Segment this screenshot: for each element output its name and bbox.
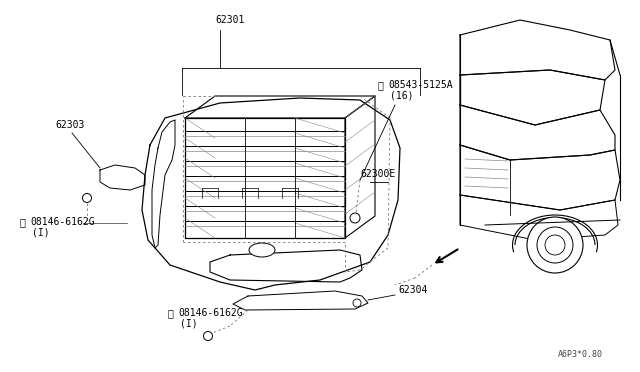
Text: 08146-6162G: 08146-6162G xyxy=(30,217,95,227)
Text: (I): (I) xyxy=(180,318,198,328)
Circle shape xyxy=(204,331,212,340)
Circle shape xyxy=(527,217,583,273)
Circle shape xyxy=(350,213,360,223)
Text: Ⓑ: Ⓑ xyxy=(20,217,26,227)
Text: 62300E: 62300E xyxy=(360,169,396,179)
Text: 62303: 62303 xyxy=(55,120,84,130)
Ellipse shape xyxy=(249,243,275,257)
Text: 08146-6162G: 08146-6162G xyxy=(178,308,243,318)
Text: 62301: 62301 xyxy=(215,15,244,25)
Circle shape xyxy=(353,299,361,307)
Text: 62304: 62304 xyxy=(398,285,428,295)
Text: A6P3*0.80: A6P3*0.80 xyxy=(558,350,603,359)
Text: Ⓢ: Ⓢ xyxy=(378,80,384,90)
Text: Ⓑ: Ⓑ xyxy=(168,308,174,318)
Circle shape xyxy=(545,235,565,255)
Circle shape xyxy=(83,193,92,202)
Text: (I): (I) xyxy=(32,227,50,237)
Text: 08543-5125A: 08543-5125A xyxy=(388,80,452,90)
Circle shape xyxy=(537,227,573,263)
Text: (16): (16) xyxy=(390,90,413,100)
